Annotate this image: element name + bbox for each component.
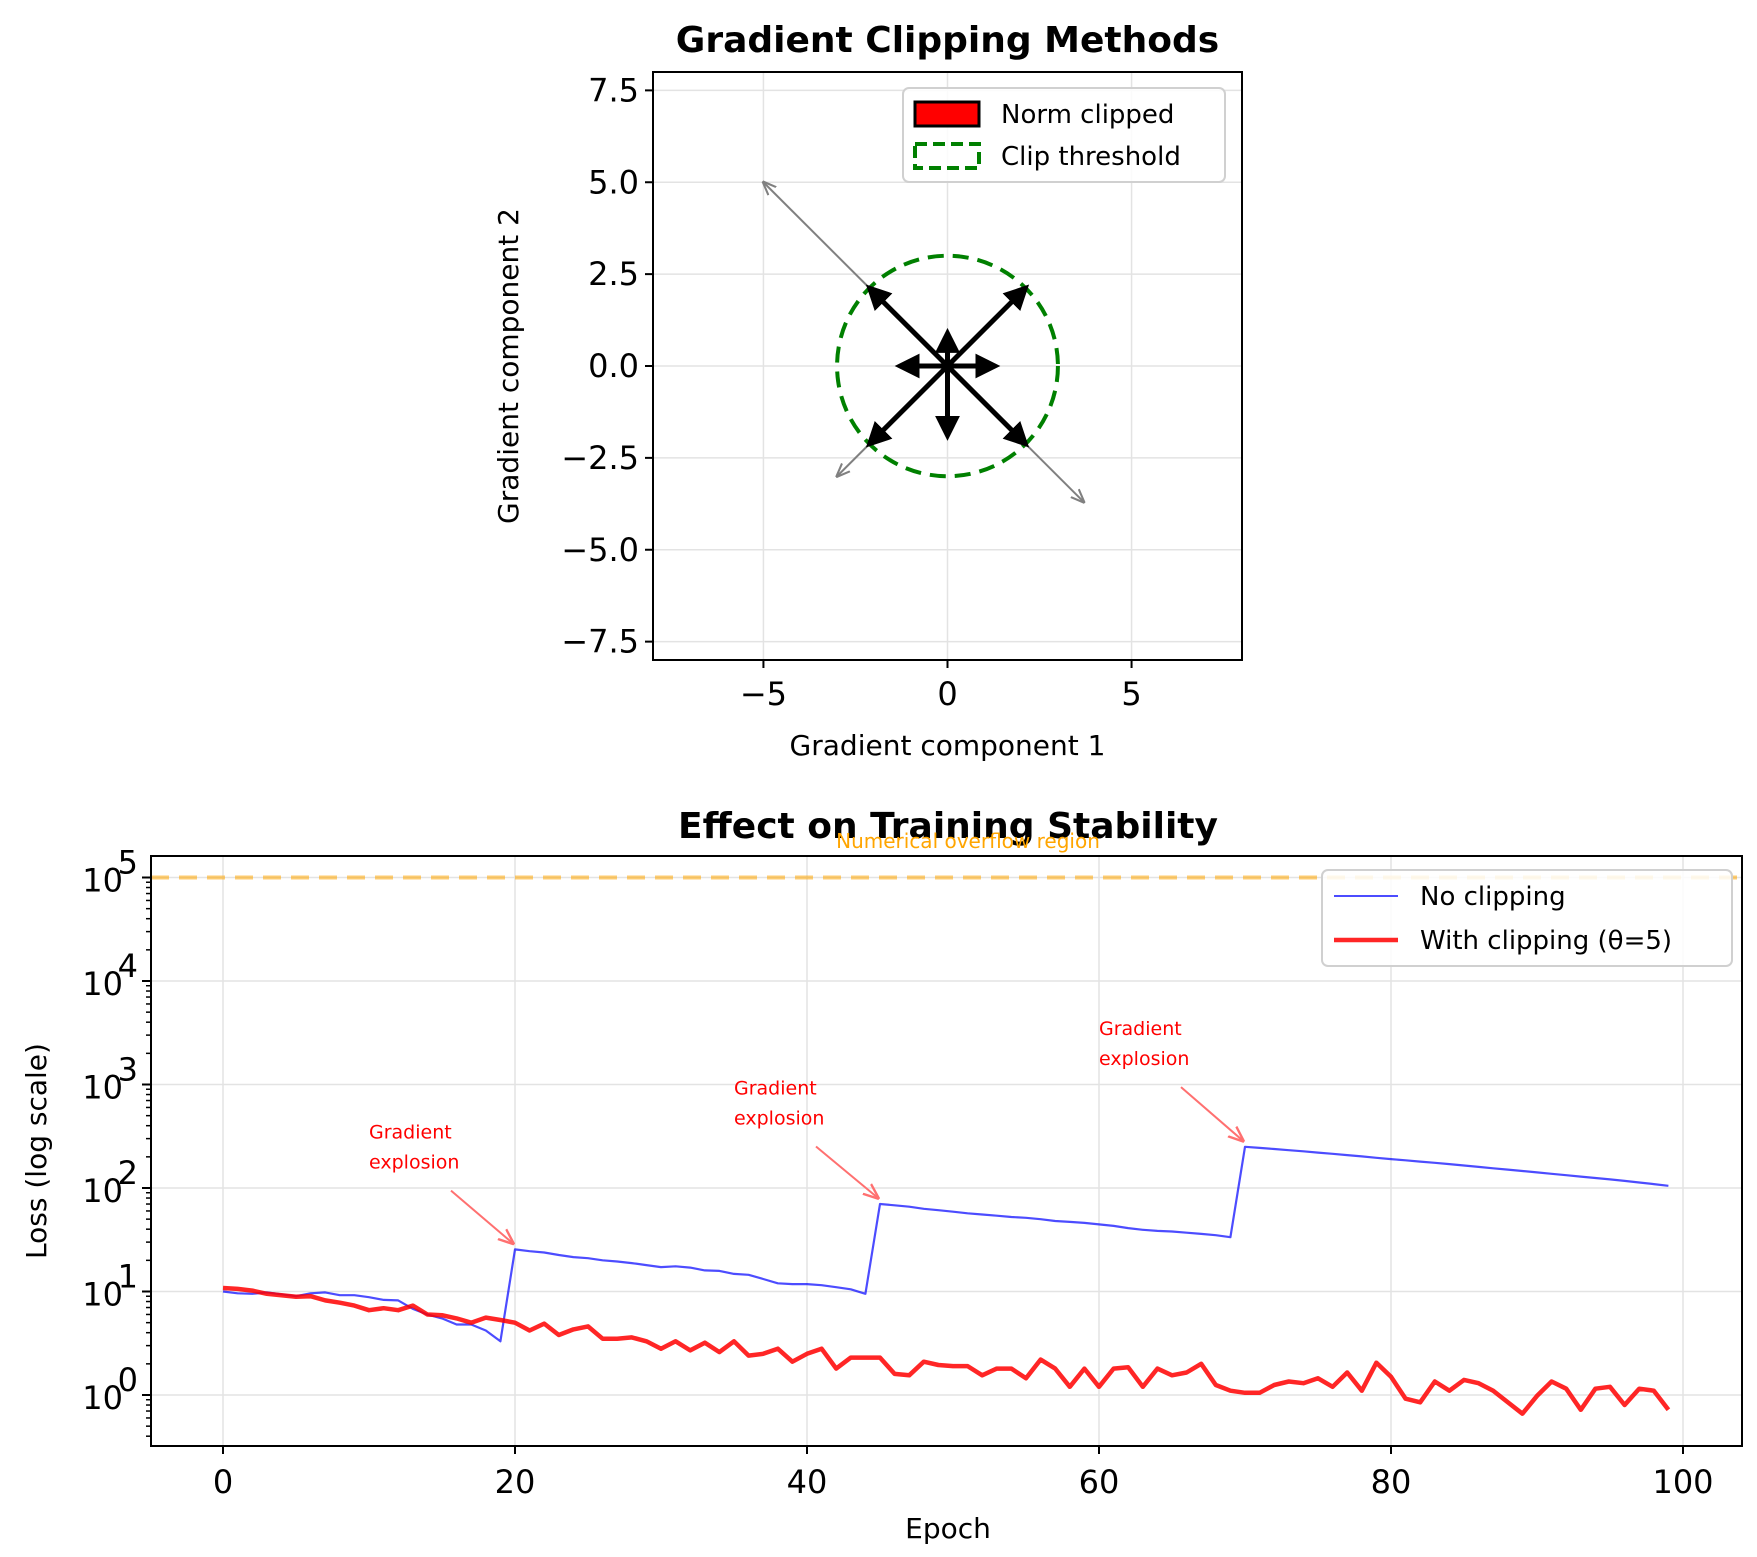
legend-box xyxy=(902,87,1226,183)
y-tick-label: −7.5 xyxy=(561,623,639,661)
legend: Norm clipped Clip threshold xyxy=(902,87,1226,183)
clipped-gradient-arrow xyxy=(945,284,1030,368)
gradient-clipping-chart: Gradient Clipping Methods −5 0 5 −7.5−5.0−… xyxy=(492,20,1243,762)
y-tick-exponent: 1 xyxy=(118,1258,138,1296)
series-no-clipping xyxy=(222,1145,1669,1343)
annotation-text: Gradient xyxy=(734,1078,817,1100)
x-tick-label: 100 xyxy=(1652,1463,1713,1501)
y-axis-label: Gradient component 2 xyxy=(492,208,525,524)
chart-title: Gradient Clipping Methods xyxy=(676,20,1219,61)
annotation-text: explosion xyxy=(734,1108,824,1130)
y-tick-label: 7.5 xyxy=(588,71,639,109)
y-tick-exponent: 0 xyxy=(118,1361,138,1399)
y-tick-label: 10 xyxy=(82,862,123,900)
x-ticks: −5 0 5 xyxy=(740,660,1142,713)
x-tick-label: 5 xyxy=(1121,675,1141,713)
x-tick-label: 20 xyxy=(495,1463,536,1501)
clipped-gradient-arrow xyxy=(945,364,1030,448)
y-ticks: −7.5 −5.0 −2.5 0.0 2.5 5.0 7.5 xyxy=(561,71,653,661)
annotation-arrow xyxy=(815,1145,878,1199)
y-axis-label: Loss (log scale) xyxy=(20,1043,53,1259)
x-tick-label: 40 xyxy=(787,1463,828,1501)
axes-frame xyxy=(150,855,1743,1447)
legend-label: With clipping (θ=5) xyxy=(1420,926,1672,956)
clipped-gradient-arrow xyxy=(865,284,950,368)
clip-threshold-layer xyxy=(835,253,1060,479)
annotation-arrow xyxy=(1180,1086,1243,1141)
x-tick-label: 0 xyxy=(937,675,957,713)
y-tick-label: 10 xyxy=(82,1172,123,1210)
y-tick-label: 0.0 xyxy=(588,347,639,385)
x-axis-label: Gradient component 1 xyxy=(790,729,1106,762)
x-tick-label: 80 xyxy=(1371,1463,1412,1501)
legend-label: Clip threshold xyxy=(1001,142,1181,172)
x-tick-label: 60 xyxy=(1079,1463,1120,1501)
annotation-text: Gradient xyxy=(369,1122,452,1144)
y-tick-label: 10 xyxy=(82,1276,123,1314)
y-tick-label: 2.5 xyxy=(588,255,639,293)
y-tick-label: 5.0 xyxy=(588,163,639,201)
chart-title: Effect on Training Stability xyxy=(678,806,1218,847)
x-axis-label: Epoch xyxy=(905,1512,991,1545)
y-tick-exponent: 3 xyxy=(118,1051,138,1089)
y-tick-exponent: 2 xyxy=(118,1154,138,1192)
annotation-arrow xyxy=(450,1189,513,1244)
y-tick-exponent: 5 xyxy=(118,844,138,882)
series-layer xyxy=(222,1145,1671,1416)
series-with-clipping xyxy=(222,1285,1671,1416)
x-tick-label: 0 xyxy=(213,1463,233,1501)
annotation-text: explosion xyxy=(1099,1048,1189,1070)
overflow-region-label: Numerical overflow region xyxy=(836,829,1100,853)
y-tick-label: 10 xyxy=(82,1069,123,1107)
y-tick-exponent: 4 xyxy=(118,947,138,985)
vectors-layer xyxy=(763,182,1083,502)
y-tick-label: −5.0 xyxy=(561,531,639,569)
x-ticks: 0 20 40 60 80 100 xyxy=(213,1446,1714,1501)
legend-label: No clipping xyxy=(1420,882,1566,912)
legend-label: Norm clipped xyxy=(1001,100,1174,130)
legend: No clipping With clipping (θ=5) xyxy=(1321,869,1733,967)
annotations: Gradient explosion Gradient explosion Gradie… xyxy=(369,1018,1243,1243)
clip-threshold-circle xyxy=(835,253,1060,479)
training-stability-chart: Gradient explosion Gradient explosion Gradie… xyxy=(20,806,1743,1545)
annotation-text: Gradient xyxy=(1099,1018,1182,1040)
annotation-text: explosion xyxy=(369,1152,459,1174)
legend-box xyxy=(1321,869,1733,967)
y-tick-label: −2.5 xyxy=(561,439,639,477)
legend-swatch-clip-threshold xyxy=(913,142,981,170)
y-tick-label: 10 xyxy=(82,965,123,1003)
legend-swatch-norm-clipped xyxy=(913,100,981,128)
clipped-gradient-arrow xyxy=(865,364,950,448)
y-tick-label: 10 xyxy=(82,1379,123,1417)
x-tick-label: −5 xyxy=(740,675,787,713)
